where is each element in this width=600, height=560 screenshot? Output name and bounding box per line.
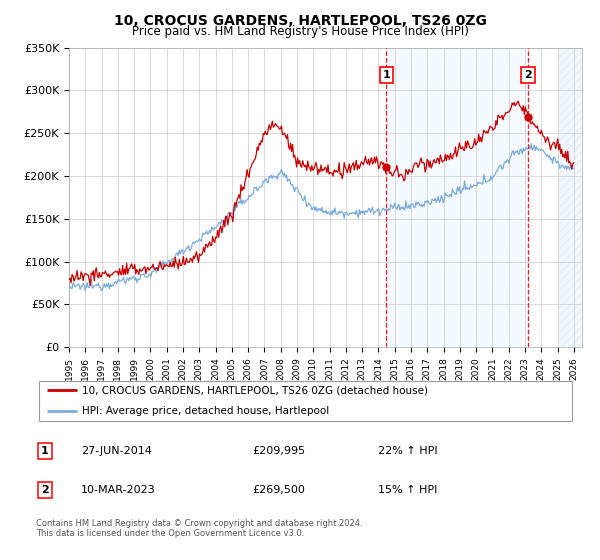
Text: 1: 1 — [383, 70, 390, 80]
Bar — [557, 48, 582, 347]
Text: This data is licensed under the Open Government Licence v3.0.: This data is licensed under the Open Gov… — [36, 529, 304, 538]
Text: £269,500: £269,500 — [252, 485, 305, 495]
Text: 2: 2 — [41, 485, 49, 495]
Text: Contains HM Land Registry data © Crown copyright and database right 2024.: Contains HM Land Registry data © Crown c… — [36, 519, 362, 528]
Text: 10, CROCUS GARDENS, HARTLEPOOL, TS26 0ZG (detached house): 10, CROCUS GARDENS, HARTLEPOOL, TS26 0ZG… — [82, 385, 428, 395]
Text: HPI: Average price, detached house, Hartlepool: HPI: Average price, detached house, Hart… — [82, 407, 329, 417]
Text: 10, CROCUS GARDENS, HARTLEPOOL, TS26 0ZG: 10, CROCUS GARDENS, HARTLEPOOL, TS26 0ZG — [113, 14, 487, 28]
Text: 10-MAR-2023: 10-MAR-2023 — [81, 485, 156, 495]
Text: 1: 1 — [41, 446, 49, 456]
Text: £209,995: £209,995 — [252, 446, 305, 456]
Text: 22% ↑ HPI: 22% ↑ HPI — [378, 446, 437, 456]
Bar — [557, 48, 582, 347]
Bar — [386, 48, 528, 347]
Text: 27-JUN-2014: 27-JUN-2014 — [81, 446, 152, 456]
Text: Price paid vs. HM Land Registry's House Price Index (HPI): Price paid vs. HM Land Registry's House … — [131, 25, 469, 38]
FancyBboxPatch shape — [39, 381, 572, 421]
Text: 15% ↑ HPI: 15% ↑ HPI — [378, 485, 437, 495]
Text: 2: 2 — [524, 70, 532, 80]
